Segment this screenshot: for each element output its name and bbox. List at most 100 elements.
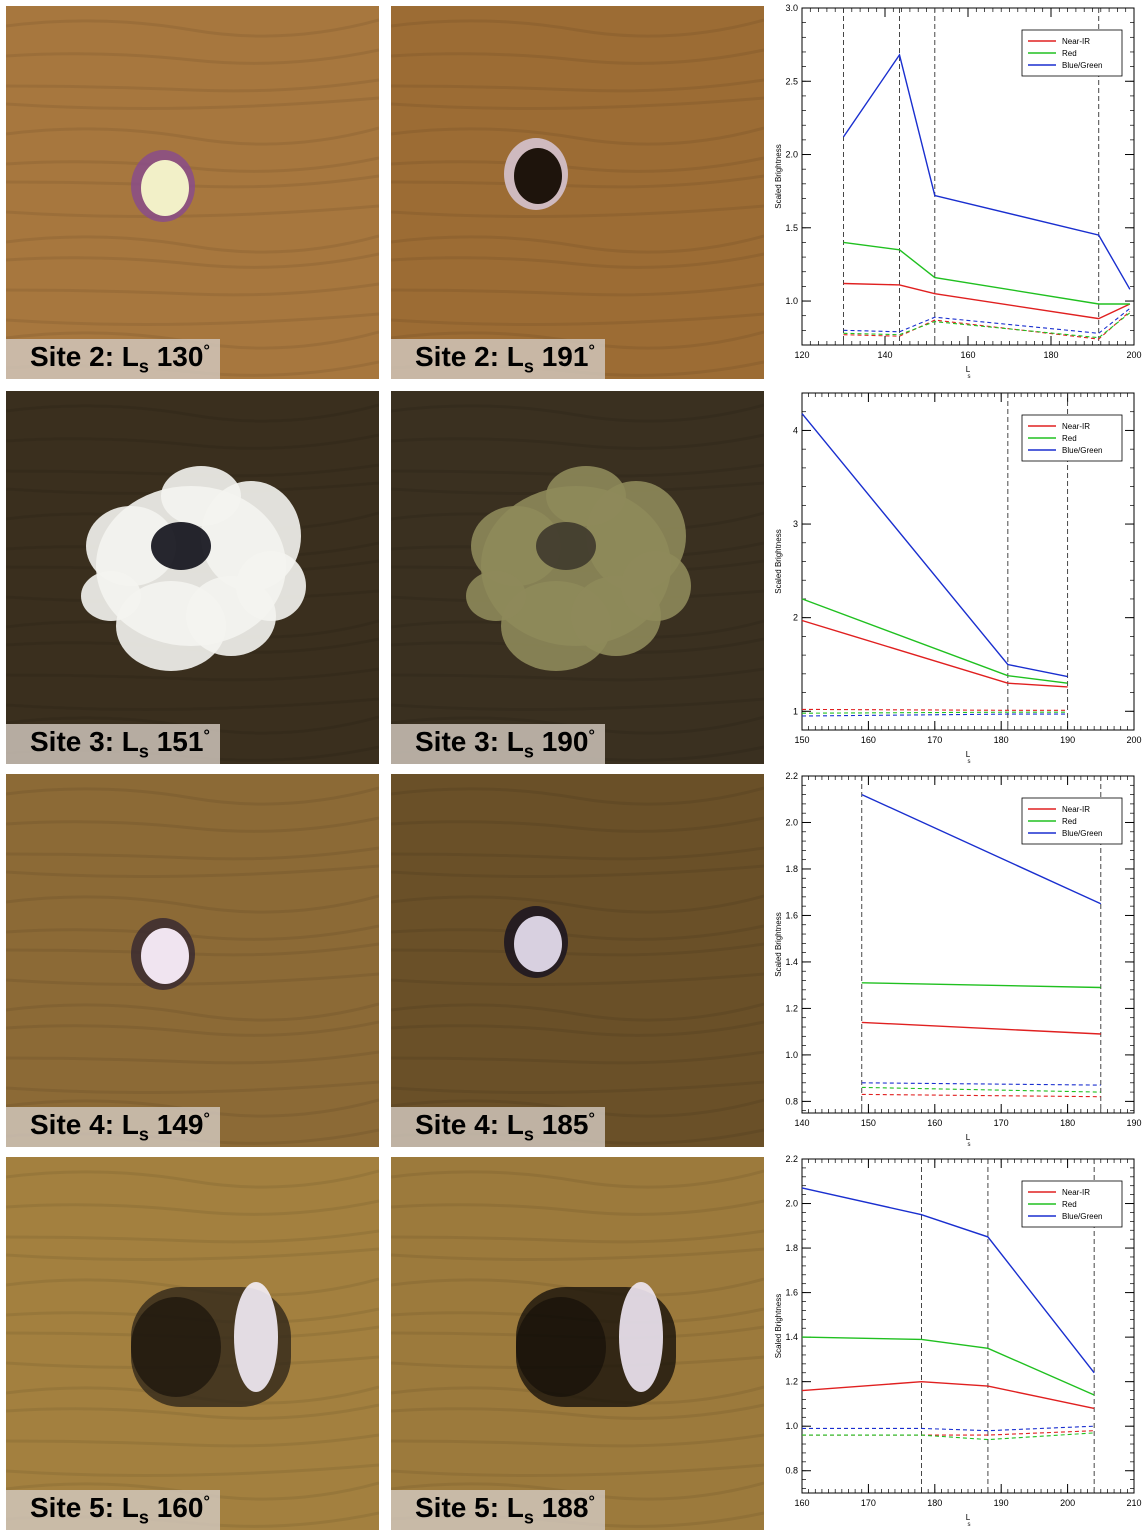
ice-deposit <box>619 1282 663 1392</box>
panel-row-1: Site 2: Ls 130° Site 2: Ls 191° 120 140 16… <box>0 0 1145 383</box>
crater-deposit <box>514 148 562 204</box>
terrain-ridge <box>391 894 764 914</box>
terrain-ridge <box>6 846 379 861</box>
terrain-ridge <box>6 18 379 38</box>
x-tick-label: 180 <box>994 735 1009 745</box>
y-tick-label: 2.5 <box>785 76 798 86</box>
terrain-ridge <box>391 816 764 833</box>
y-tick-label: 1.0 <box>785 1421 798 1431</box>
x-tick-label: 160 <box>960 350 975 360</box>
x-axis-label: L <box>966 1513 971 1522</box>
legend-label: Blue/Green <box>1062 61 1102 70</box>
caption-ls: 188 <box>541 1491 589 1523</box>
terrain-ridge <box>6 816 379 833</box>
terrain-ridge <box>391 312 764 326</box>
terrain-ridge <box>6 1050 379 1065</box>
x-tick-label: 170 <box>994 1118 1009 1128</box>
caption-site: Site 2 <box>415 340 490 372</box>
y-tick-label: 1.8 <box>785 1243 798 1253</box>
terrain-ridge <box>6 433 379 450</box>
legend-label: Near-IR <box>1062 422 1090 431</box>
terrain-ridge <box>391 78 764 93</box>
reference-line <box>843 307 1131 334</box>
terrain-ridge <box>6 48 379 65</box>
site-image-before: Site 5: Ls 160° <box>6 1157 379 1530</box>
caption-ls: 185 <box>541 1108 589 1140</box>
terrain-ridge <box>391 846 764 861</box>
caption-ls: 151 <box>156 725 204 757</box>
y-tick-label: 1.2 <box>785 1377 798 1387</box>
terrain-ridge <box>6 1020 379 1037</box>
site-image-after: Site 4: Ls 185° <box>391 774 764 1147</box>
y-tick-label: 1.0 <box>785 1050 798 1060</box>
legend-label: Blue/Green <box>1062 1212 1102 1221</box>
y-axis-label: Scaled Brightness <box>774 144 783 208</box>
legend-label: Near-IR <box>1062 805 1090 814</box>
caption-ls: 191 <box>541 340 589 372</box>
terrain-ridge <box>6 78 379 93</box>
x-tick-label: 180 <box>1060 1118 1075 1128</box>
terrain-ridge <box>6 864 379 878</box>
x-tick-label: 170 <box>861 1498 876 1508</box>
site-image-before: Site 2: Ls 130° <box>6 6 379 379</box>
caption-ls: 160 <box>156 1491 204 1523</box>
brightness-chart: 150 160 170 180 190 200 1 2 3 4 Scaled Brightness L… <box>772 385 1145 768</box>
x-tick-label: 180 <box>927 1498 942 1508</box>
terrain-ridge <box>391 48 764 65</box>
y-axis-label: Scaled Brightness <box>774 1294 783 1358</box>
terrain-ridge <box>391 1002 764 1022</box>
image-caption: Site 2: Ls 130° <box>6 339 220 379</box>
x-axis-label: L <box>966 750 971 759</box>
caption-ls: 130 <box>156 340 204 372</box>
series-line <box>861 982 1101 989</box>
panel-row-4: Site 5: Ls 160° Site 5: Ls 188° 160 170 18… <box>0 1151 1145 1534</box>
series-line <box>861 1021 1101 1035</box>
site-image-after: Site 3: Ls 190° <box>391 391 764 764</box>
caption-site: Site 5 <box>30 1491 105 1523</box>
terrain-ridge <box>6 1433 379 1448</box>
site-image-before: Site 3: Ls 151° <box>6 391 379 764</box>
x-tick-label: 200 <box>1126 735 1141 745</box>
y-tick-label: 0.8 <box>785 1096 798 1106</box>
caption-sub: s <box>523 741 534 762</box>
series-line <box>861 793 1102 905</box>
crater-shadow <box>131 1297 221 1397</box>
legend-label: Near-IR <box>1062 37 1090 46</box>
x-tick-label: 160 <box>927 1118 942 1128</box>
y-tick-label: 1.4 <box>785 957 798 967</box>
legend-label: Red <box>1062 434 1077 443</box>
caption-ls: 190 <box>541 725 589 757</box>
terrain-ridge <box>391 282 764 297</box>
x-tick-label: 180 <box>1043 350 1058 360</box>
series-line <box>801 619 1068 688</box>
crater-floor <box>536 522 596 570</box>
series-line <box>801 1380 1095 1410</box>
terrain-ridge <box>391 1463 764 1477</box>
terrain-ridge <box>6 1247 379 1261</box>
series-line <box>801 1336 1095 1396</box>
reference-line <box>801 711 1068 714</box>
terrain-ridge <box>391 1020 764 1037</box>
brightness-chart: 160 170 180 190 200 210 0.8 1.0 1.2 1.4 1.6 1.8 2.0 2… <box>772 1151 1145 1534</box>
terrain-ridge <box>391 96 764 110</box>
site-image-after: Site 5: Ls 188° <box>391 1157 764 1530</box>
ice-deposit <box>234 1282 278 1392</box>
terrain-ridge <box>391 1403 764 1420</box>
ice-ejecta <box>81 571 141 621</box>
terrain-ridge <box>6 1199 379 1216</box>
ice-ejecta <box>621 551 691 621</box>
degree-symbol: ° <box>203 1493 210 1511</box>
terrain-ridge <box>6 282 379 297</box>
x-tick-label: 140 <box>794 1118 809 1128</box>
terrain-ridge <box>6 894 379 914</box>
terrain-ridge <box>6 156 379 173</box>
series-line <box>801 598 1068 684</box>
x-tick-label: 160 <box>861 735 876 745</box>
terrain-ridge <box>6 234 379 254</box>
crater-deposit <box>514 916 562 972</box>
brightness-chart: 140 150 160 170 180 190 0.8 1.0 1.2 1.4 1.6 1.8 2.0 2… <box>772 768 1145 1151</box>
y-tick-label: 1.6 <box>785 910 798 920</box>
legend-label: Near-IR <box>1062 1188 1090 1197</box>
y-tick-label: 4 <box>793 425 798 435</box>
terrain-ridge <box>6 96 379 110</box>
